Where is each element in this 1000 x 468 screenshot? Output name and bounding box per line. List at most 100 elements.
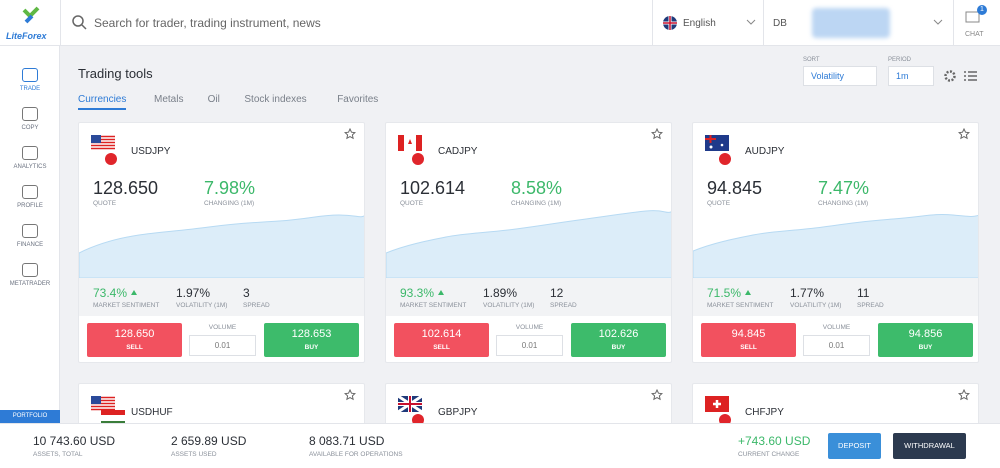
- instrument-card: AUDJPY 94.845 QUOTE 7.47% CHANGING (1M) 71.5%…: [692, 122, 979, 363]
- search-icon: [72, 15, 87, 30]
- sell-label: SELL: [740, 344, 757, 351]
- stats-band: [79, 278, 364, 316]
- chat-icon[interactable]: [965, 10, 983, 26]
- favorite-star[interactable]: [651, 389, 663, 401]
- period-select[interactable]: 1m: [888, 66, 934, 86]
- favorite-star[interactable]: [958, 389, 970, 401]
- volume-input[interactable]: 0.01: [496, 335, 563, 356]
- instrument-card: USDJPY 128.650 QUOTE 7.98% CHANGING (1M) 73.4…: [78, 122, 365, 363]
- sidebar: TRADE COPY ANALYTICS PROFILE FINANCE METATRAD…: [0, 46, 60, 423]
- buy-price: 128.653: [291, 328, 332, 340]
- symbol[interactable]: CHFJPY: [745, 407, 784, 418]
- instrument-card: CADJPY 102.614 QUOTE 8.58% CHANGING (1M) 93.3…: [385, 122, 672, 363]
- sell-label: SELL: [433, 344, 450, 351]
- sidebar-item[interactable]: FINANCE: [16, 242, 44, 248]
- symbol[interactable]: USDHUF: [131, 407, 173, 418]
- sidebar-icon: [22, 185, 38, 199]
- chat-badge: 1: [977, 5, 987, 15]
- sell-label: SELL: [126, 344, 143, 351]
- buy-button[interactable]: 102.626 BUY: [571, 323, 666, 357]
- quote: 102.614: [400, 178, 466, 198]
- sentiment: 71.5%: [707, 286, 742, 300]
- stats-band: [386, 278, 671, 316]
- sell-button[interactable]: 94.845 SELL: [701, 323, 796, 357]
- sentiment: 93.3%: [400, 286, 435, 300]
- volatility: 1.77%: [790, 286, 825, 300]
- footer: 10 743.60 USD ASSETS, TOTAL 2 659.89 USD AS…: [0, 423, 1000, 468]
- volume-label: VOLUME: [822, 324, 851, 331]
- spread: 12: [550, 286, 564, 300]
- sort-value: Volatility: [811, 71, 845, 81]
- spread: 11: [857, 286, 870, 300]
- change: 7.47%: [818, 178, 870, 198]
- favorite-star[interactable]: [344, 128, 356, 140]
- favorite-star[interactable]: [958, 128, 970, 140]
- favorite-star[interactable]: [344, 389, 356, 401]
- sort-label: SORT: [803, 57, 820, 63]
- sidebar-item[interactable]: METATRADER: [9, 281, 51, 287]
- divider: [763, 0, 764, 46]
- currency-flags: [398, 396, 424, 426]
- language-flag: [663, 16, 677, 30]
- sell-button[interactable]: 128.650 SELL: [87, 323, 182, 357]
- buy-label: BUY: [918, 344, 933, 351]
- tab[interactable]: Oil: [207, 94, 220, 105]
- sidebar-icon: [22, 68, 38, 82]
- sidebar-icon: [22, 107, 38, 121]
- chat-label[interactable]: CHAT: [965, 31, 984, 38]
- logo[interactable]: LiteForex: [6, 6, 56, 41]
- sort-select[interactable]: Volatility: [803, 66, 877, 86]
- account[interactable]: DB: [773, 18, 787, 29]
- symbol[interactable]: AUDJPY: [745, 146, 785, 157]
- buy-button[interactable]: 128.653 BUY: [264, 323, 359, 357]
- spread-label: SPREAD: [857, 302, 884, 309]
- sell-price: 128.650: [114, 328, 155, 340]
- change-label: CHANGING (1M): [818, 200, 869, 207]
- buy-label: BUY: [304, 344, 319, 351]
- withdrawal-button[interactable]: WITHDRAWAL: [893, 433, 966, 459]
- buy-price: 102.626: [598, 328, 639, 340]
- deposit-button[interactable]: DEPOSIT: [828, 433, 881, 459]
- spread: 3: [243, 286, 250, 300]
- sentiment: 73.4%: [93, 286, 128, 300]
- sidebar-item[interactable]: PROFILE: [17, 203, 43, 209]
- tab[interactable]: Stock indexes: [244, 94, 307, 105]
- volume-label: VOLUME: [208, 324, 237, 331]
- symbol[interactable]: CADJPY: [438, 146, 478, 157]
- symbol[interactable]: GBPJPY: [438, 407, 478, 418]
- change-label: CHANGING (1M): [511, 200, 562, 207]
- favorite-star[interactable]: [651, 128, 663, 140]
- spread-label: SPREAD: [243, 302, 270, 309]
- volatility: 1.89%: [483, 286, 518, 300]
- sidebar-item[interactable]: ANALYTICS: [13, 164, 47, 170]
- balance-value: 8 083.71 USD: [309, 434, 385, 448]
- buy-button[interactable]: 94.856 BUY: [878, 323, 973, 357]
- divider: [652, 0, 653, 46]
- sidebar-icon: [22, 263, 38, 277]
- quote: 94.845: [707, 178, 763, 198]
- symbol[interactable]: USDJPY: [131, 146, 171, 157]
- stats-band: [693, 278, 978, 316]
- tab[interactable]: Metals: [154, 94, 184, 105]
- volume-input[interactable]: 0.01: [803, 335, 870, 356]
- balance-label: ASSETS USED: [171, 451, 217, 458]
- logo-text: LiteForex: [6, 31, 47, 41]
- sidebar-item[interactable]: COPY: [21, 125, 39, 131]
- buy-label: BUY: [611, 344, 626, 351]
- search-input[interactable]: Search for trader, trading instrument, n…: [94, 16, 321, 30]
- quote-label: QUOTE: [400, 200, 424, 207]
- language[interactable]: English: [683, 18, 716, 29]
- portfolio-tab[interactable]: PORTFOLIO: [0, 410, 60, 423]
- tab[interactable]: Favorites: [337, 94, 379, 105]
- page-title: Trading tools: [78, 66, 153, 81]
- tab[interactable]: Currencies: [78, 94, 127, 110]
- volatility-label: VOLATILITY (1M): [790, 302, 842, 309]
- view-icons[interactable]: [943, 69, 979, 83]
- sentiment-arrow: [131, 290, 137, 295]
- sidebar-item[interactable]: TRADE: [19, 86, 41, 92]
- sell-button[interactable]: 102.614 SELL: [394, 323, 489, 357]
- balance-value: 10 743.60 USD: [33, 434, 116, 448]
- volatility: 1.97%: [176, 286, 211, 300]
- volume-input[interactable]: 0.01: [189, 335, 256, 356]
